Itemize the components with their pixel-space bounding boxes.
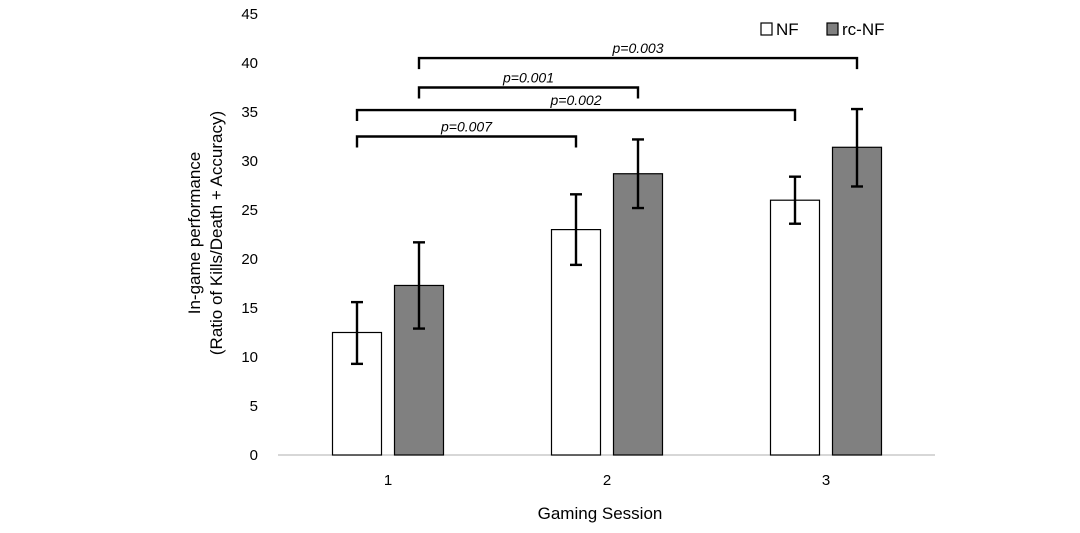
legend-item-nf: NF [760,20,799,39]
bar-rc-nf-2 [612,173,664,456]
p-value-label: p=0.003 [612,40,664,56]
x-tick-label: 3 [822,472,830,489]
y-tick-label: 20 [241,251,258,268]
legend-item-rc-nf: rc-NF [826,20,884,39]
x-tick-label: 2 [603,472,611,489]
y-tick-label: 25 [241,202,258,219]
significance-bracket: p=0.003 [417,40,859,70]
y-tick-label: 0 [250,447,258,464]
p-value-label: p=0.001 [502,70,554,86]
bars [331,146,883,456]
y-tick-label: 40 [241,55,258,72]
x-axis-title: Gaming Session [538,504,663,523]
p-value-label: p=0.007 [440,119,493,135]
x-axis: 1 2 3 [278,454,935,489]
error-bar [789,175,801,225]
error-bar [351,300,363,366]
y-tick-label: 10 [241,349,258,366]
significance-bracket: p=0.002 [355,92,797,122]
legend: NF rc-NF [760,20,884,39]
significance-bracket: p=0.007 [355,119,578,148]
bar-rc-nf-3 [831,146,883,456]
error-bar [632,138,644,210]
x-tick-label: 1 [384,472,392,489]
bar-nf-2 [550,229,602,456]
y-axis-title: In-game performance (Ratio of Kills/Deat… [185,111,226,355]
y-tick-label: 15 [241,300,258,317]
y-axis-title-line-1: In-game performance [185,152,204,315]
error-bars [351,107,863,366]
y-tick-label: 45 [241,6,258,23]
y-axis-title-line-2: (Ratio of Kills/Death + Accuracy) [207,111,226,355]
error-bar [851,107,863,188]
y-tick-label: 5 [250,398,258,415]
legend-label: NF [776,20,799,39]
error-bar [570,193,582,267]
bar-nf-3 [769,199,821,456]
legend-swatch [760,22,773,36]
error-bar [413,241,425,330]
significance-brackets: p=0.003 p=0.001 p=0.002 p=0.007 [355,40,859,148]
legend-label: rc-NF [842,20,884,39]
y-tick-label: 30 [241,153,258,170]
significance-bracket: p=0.001 [417,70,640,99]
y-axis: 0 5 10 15 20 25 30 35 40 45 [241,6,258,464]
p-value-label: p=0.002 [550,92,602,108]
y-tick-label: 35 [241,104,258,121]
legend-swatch [826,22,839,36]
